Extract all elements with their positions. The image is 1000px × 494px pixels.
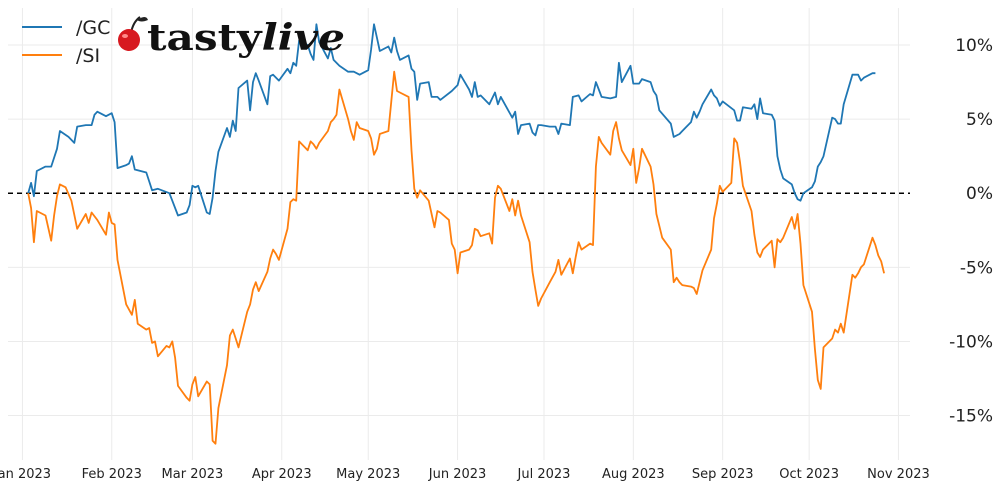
brand-wordmark: tasty live bbox=[147, 17, 345, 59]
series-layer bbox=[27, 23, 885, 445]
x-tick-label: Apr 2023 bbox=[252, 467, 312, 482]
y-tick-label: 5% bbox=[966, 110, 993, 130]
y-axis: 10% 5% 0% -5% -10% -15% bbox=[949, 36, 993, 426]
brand-logo: tasty live bbox=[118, 16, 345, 59]
brand-wordmark-live: live bbox=[262, 17, 345, 59]
y-tick-label: 10% bbox=[955, 36, 993, 56]
x-tick-label: May 2023 bbox=[336, 467, 400, 482]
legend-label-gc: /GC bbox=[76, 17, 110, 39]
x-tick-label: Mar 2023 bbox=[162, 467, 224, 482]
series-line-si bbox=[27, 70, 885, 445]
x-tick-label: Nov 2023 bbox=[867, 467, 930, 482]
brand-wordmark-tasty: tasty bbox=[147, 17, 263, 59]
x-tick-label: Aug 2023 bbox=[602, 467, 665, 482]
y-tick-label: -15% bbox=[949, 407, 993, 427]
cherry-icon bbox=[118, 16, 148, 51]
legend: /GC /SI bbox=[22, 17, 110, 67]
x-axis: Jan 2023 Feb 2023 Mar 2023 Apr 2023 May 2023… bbox=[0, 467, 930, 482]
x-tick-label: Jan 2023 bbox=[0, 467, 51, 482]
y-tick-label: -10% bbox=[949, 332, 993, 352]
y-tick-label: -5% bbox=[960, 258, 993, 278]
x-tick-label: Jul 2023 bbox=[517, 467, 571, 482]
legend-label-si: /SI bbox=[76, 45, 100, 67]
series-line-gc bbox=[27, 23, 876, 217]
x-tick-label: Feb 2023 bbox=[82, 467, 142, 482]
x-tick-label: Jun 2023 bbox=[428, 467, 487, 482]
y-tick-label: 0% bbox=[966, 184, 993, 204]
x-tick-label: Oct 2023 bbox=[779, 467, 839, 482]
grid bbox=[8, 8, 910, 460]
x-tick-label: Sep 2023 bbox=[692, 467, 754, 482]
